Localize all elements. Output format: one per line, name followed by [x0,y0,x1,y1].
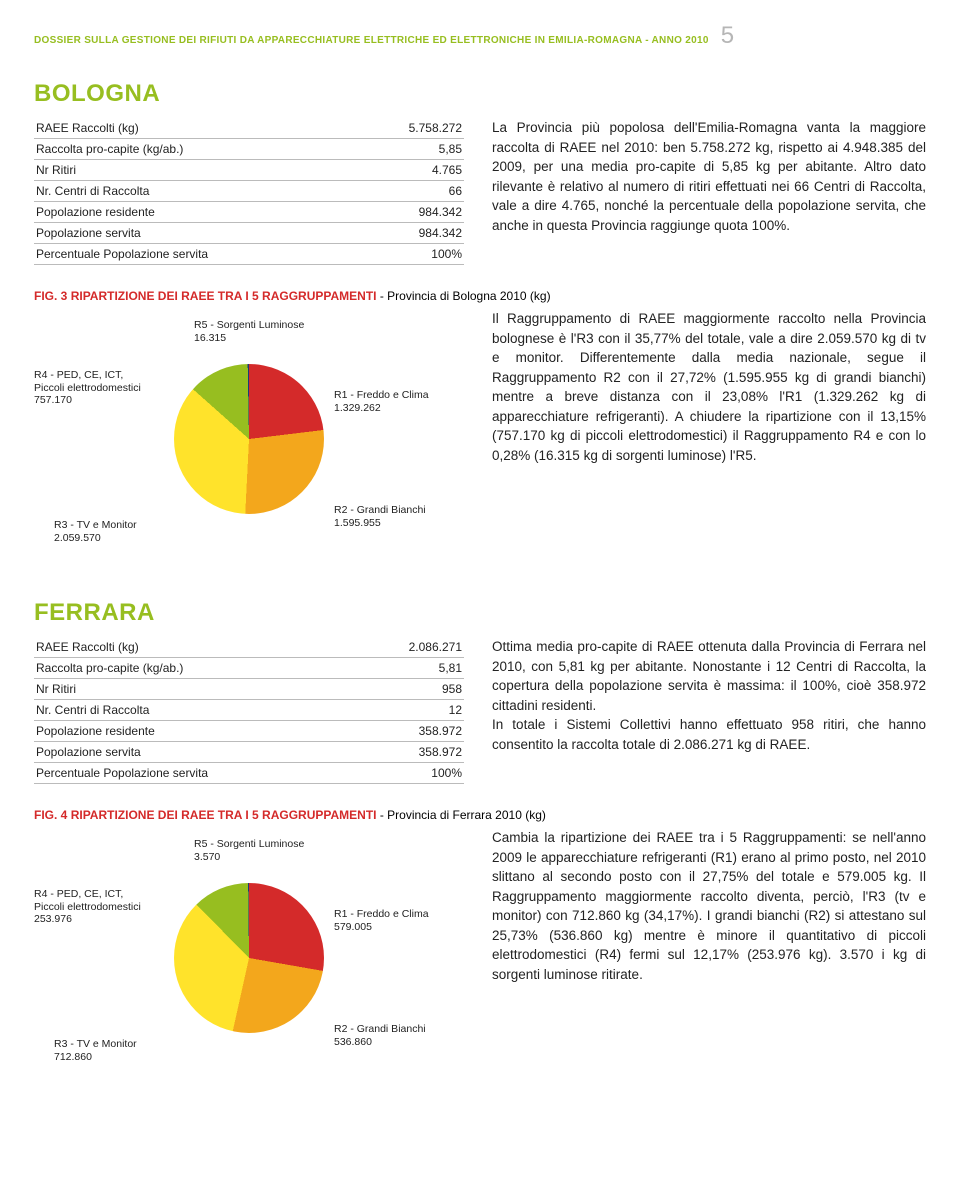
table-row: Nr Ritiri958 [34,679,464,700]
fig4-pie-chart: R1 - Freddo e Clima579.005 R2 - Grandi Bi… [34,828,464,1088]
page-header: DOSSIER SULLA GESTIONE DEI RIFIUTI DA AP… [34,22,926,50]
pie-slice-label: R3 - TV e Monitor2.059.570 [54,519,137,544]
pie-slice-label: R5 - Sorgenti Luminose16.315 [194,319,304,344]
bologna-text: La Provincia più popolosa dell'Emilia-Ro… [492,118,926,265]
pie-slice-label: R4 - PED, CE, ICT,Piccoli elettrodomesti… [34,369,141,407]
pie-slice-label: R5 - Sorgenti Luminose3.570 [194,838,304,863]
header-title: DOSSIER SULLA GESTIONE DEI RIFIUTI DA AP… [34,35,709,46]
table-row: Popolazione servita984.342 [34,223,464,244]
ferrara-stats-table: RAEE Raccolti (kg)2.086.271Raccolta pro-… [34,637,464,784]
table-row: RAEE Raccolti (kg)5.758.272 [34,118,464,139]
pie-slice-label: R1 - Freddo e Clima579.005 [334,908,429,933]
ferrara-title: FERRARA [34,599,926,627]
table-row: Raccolta pro-capite (kg/ab.)5,85 [34,139,464,160]
table-row: Percentuale Popolazione servita100% [34,763,464,784]
bologna-stats-table: RAEE Raccolti (kg)5.758.272Raccolta pro-… [34,118,464,265]
pie-slice-label: R1 - Freddo e Clima1.329.262 [334,389,429,414]
page-number: 5 [721,22,735,50]
table-row: Nr Ritiri4.765 [34,160,464,181]
pie-slice-label: R2 - Grandi Bianchi536.860 [334,1023,426,1048]
table-row: Popolazione servita358.972 [34,742,464,763]
pie-slice-label: R3 - TV e Monitor712.860 [54,1038,137,1063]
fig3-title: FIG. 3 RIPARTIZIONE DEI RAEE TRA I 5 RAG… [34,289,926,303]
table-row: RAEE Raccolti (kg)2.086.271 [34,637,464,658]
table-row: Nr. Centri di Raccolta12 [34,700,464,721]
pie-icon [174,883,324,1033]
ferrara-text: Ottima media pro-capite di RAEE ottenuta… [492,637,926,784]
table-row: Raccolta pro-capite (kg/ab.)5,81 [34,658,464,679]
bologna-title: BOLOGNA [34,80,926,108]
fig3-text: Il Raggruppamento di RAEE maggiormente r… [492,309,926,569]
fig4-title: FIG. 4 RIPARTIZIONE DEI RAEE TRA I 5 RAG… [34,808,926,822]
table-row: Popolazione residente358.972 [34,721,464,742]
fig4-text: Cambia la ripartizione dei RAEE tra i 5 … [492,828,926,1088]
pie-icon [174,364,324,514]
table-row: Nr. Centri di Raccolta66 [34,181,464,202]
table-row: Popolazione residente984.342 [34,202,464,223]
pie-slice-label: R4 - PED, CE, ICT,Piccoli elettrodomesti… [34,888,141,926]
pie-slice-label: R2 - Grandi Bianchi1.595.955 [334,504,426,529]
fig3-pie-chart: R1 - Freddo e Clima1.329.262 R2 - Grandi … [34,309,464,569]
table-row: Percentuale Popolazione servita100% [34,244,464,265]
